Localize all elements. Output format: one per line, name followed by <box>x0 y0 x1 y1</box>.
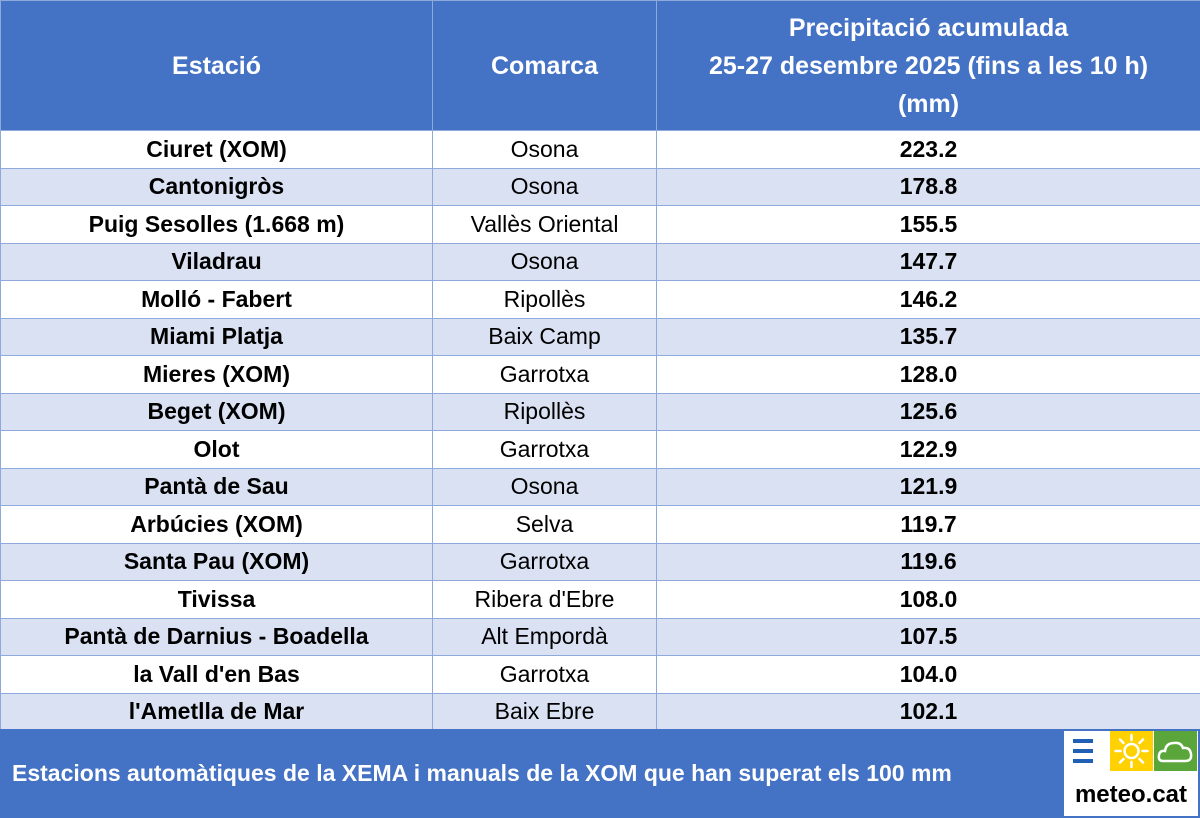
meteocat-logo: meteo.cat <box>1064 731 1198 816</box>
station-name: Miami Platja <box>0 317 433 356</box>
table-row: la Vall d'en Bas Garrotxa 104.0 <box>0 655 1200 694</box>
station-name: Olot <box>0 430 433 469</box>
table-row: Pantà de Sau Osona 121.9 <box>0 467 1200 506</box>
logo-tile-menu <box>1066 731 1109 771</box>
footer-caption: Estacions automàtiques de la XEMA i manu… <box>12 760 952 786</box>
table-row: Santa Pau (XOM) Garrotxa 119.6 <box>0 542 1200 581</box>
comarca-name: Baix Camp <box>432 317 657 356</box>
header-station: Estació <box>0 0 433 131</box>
table-row: Cantonigròs Osona 178.8 <box>0 167 1200 206</box>
table-row: Viladrau Osona 147.7 <box>0 242 1200 281</box>
precipitation-value: 104.0 <box>656 655 1200 694</box>
header-precipitation-line-2: 25-27 desembre 2025 (fins a les 10 h) <box>708 51 1149 80</box>
table-row: Tivissa Ribera d'Ebre 108.0 <box>0 580 1200 619</box>
comarca-name: Ripollès <box>432 392 657 431</box>
comarca-name: Osona <box>432 242 657 281</box>
sun-icon <box>1114 733 1149 769</box>
station-name: Beget (XOM) <box>0 392 433 431</box>
comarca-name: Garrotxa <box>432 542 657 581</box>
precipitation-value: 223.2 <box>656 130 1200 169</box>
logo-text: meteo.cat <box>1074 781 1188 808</box>
table-row: l'Ametlla de Mar Baix Ebre 102.1 <box>0 692 1200 731</box>
comarca-name: Osona <box>432 130 657 169</box>
precipitation-value: 178.8 <box>656 167 1200 206</box>
comarca-name: Selva <box>432 505 657 544</box>
comarca-name: Alt Empordà <box>432 617 657 656</box>
precipitation-value: 146.2 <box>656 280 1200 319</box>
station-name: Mieres (XOM) <box>0 355 433 394</box>
table-row: Mieres (XOM) Garrotxa 128.0 <box>0 355 1200 394</box>
station-name: Cantonigròs <box>0 167 433 206</box>
station-name: Pantà de Darnius - Boadella <box>0 617 433 656</box>
table-row: Olot Garrotxa 122.9 <box>0 430 1200 469</box>
station-name: Ciuret (XOM) <box>0 130 433 169</box>
table-row: Beget (XOM) Ripollès 125.6 <box>0 392 1200 431</box>
footer-banner: Estacions automàtiques de la XEMA i manu… <box>0 729 1200 818</box>
table-row: Miami Platja Baix Camp 135.7 <box>0 317 1200 356</box>
header-precipitation: Precipitació acumulada 25-27 desembre 20… <box>656 0 1200 131</box>
logo-tile-cloud <box>1154 731 1197 771</box>
header-row: Estació Comarca Precipitació acumulada 2… <box>0 0 1200 131</box>
comarca-name: Garrotxa <box>432 430 657 469</box>
precipitation-value: 128.0 <box>656 355 1200 394</box>
station-name: la Vall d'en Bas <box>0 655 433 694</box>
comarca-name: Garrotxa <box>432 355 657 394</box>
precipitation-value: 107.5 <box>656 617 1200 656</box>
table-row: Arbúcies (XOM) Selva 119.7 <box>0 505 1200 544</box>
station-name: Pantà de Sau <box>0 467 433 506</box>
menu-lines-icon <box>1073 739 1093 763</box>
precipitation-value: 155.5 <box>656 205 1200 244</box>
comarca-name: Osona <box>432 467 657 506</box>
table-row: Puig Sesolles (1.668 m) Vallès Oriental … <box>0 205 1200 244</box>
comarca-name: Ribera d'Ebre <box>432 580 657 619</box>
table-row: Ciuret (XOM) Osona 223.2 <box>0 130 1200 169</box>
station-name: Arbúcies (XOM) <box>0 505 433 544</box>
precipitation-table: Estació Comarca Precipitació acumulada 2… <box>0 0 1200 731</box>
station-name: l'Ametlla de Mar <box>0 692 433 731</box>
precipitation-value: 121.9 <box>656 467 1200 506</box>
comarca-name: Garrotxa <box>432 655 657 694</box>
comarca-name: Baix Ebre <box>432 692 657 731</box>
station-name: Viladrau <box>0 242 433 281</box>
precipitation-value: 102.1 <box>656 692 1200 731</box>
table-row: Pantà de Darnius - Boadella Alt Empordà … <box>0 617 1200 656</box>
logo-tile-sun <box>1110 731 1153 771</box>
station-name: Tivissa <box>0 580 433 619</box>
header-precipitation-line-1: Precipitació acumulada <box>788 13 1069 42</box>
header-comarca: Comarca <box>432 0 657 131</box>
table-row: Molló - Fabert Ripollès 146.2 <box>0 280 1200 319</box>
station-name: Santa Pau (XOM) <box>0 542 433 581</box>
precipitation-value: 108.0 <box>656 580 1200 619</box>
precipitation-value: 119.6 <box>656 542 1200 581</box>
precipitation-value: 125.6 <box>656 392 1200 431</box>
precipitation-value: 119.7 <box>656 505 1200 544</box>
precipitation-value: 135.7 <box>656 317 1200 356</box>
comarca-name: Vallès Oriental <box>432 205 657 244</box>
precipitation-value: 122.9 <box>656 430 1200 469</box>
header-precipitation-line-3: (mm) <box>897 89 960 118</box>
cloud-icon <box>1157 741 1193 763</box>
comarca-name: Ripollès <box>432 280 657 319</box>
comarca-name: Osona <box>432 167 657 206</box>
station-name: Molló - Fabert <box>0 280 433 319</box>
station-name: Puig Sesolles (1.668 m) <box>0 205 433 244</box>
logo-icons <box>1064 731 1198 771</box>
precipitation-value: 147.7 <box>656 242 1200 281</box>
